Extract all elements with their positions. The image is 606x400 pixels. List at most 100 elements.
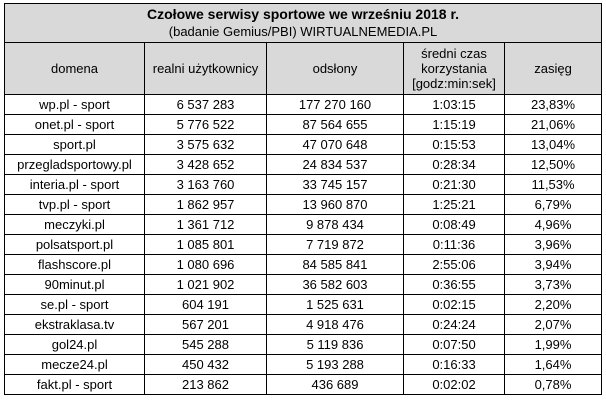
cell-time: 0:28:34 (403, 154, 505, 175)
cell-domain: se.pl - sport (4, 294, 145, 315)
column-header-time-line1: średni czas (421, 46, 487, 61)
cell-time: 1:03:15 (403, 94, 505, 115)
cell-time: 1:15:19 (403, 114, 505, 135)
cell-domain: interia.pl - sport (4, 174, 145, 195)
title-row: Czołowe serwisy sportowe we wrześniu 201… (3, 3, 603, 43)
cell-domain: 90minut.pl (4, 274, 145, 295)
table-row: onet.pl - sport 5 776 522 87 564 655 1:1… (4, 114, 603, 135)
cell-users: 3 428 652 (144, 154, 267, 175)
column-header-time-line2: korzystania (421, 61, 487, 76)
table-subtitle: (badanie Gemius/PBI) WIRTUALNEMEDIA.PL (168, 24, 438, 39)
cell-domain: sport.pl (4, 134, 145, 155)
report-table-container: Czołowe serwisy sportowe we wrześniu 201… (3, 3, 603, 395)
cell-domain: meczyki.pl (4, 214, 145, 235)
cell-views: 177 270 160 (266, 94, 404, 115)
column-header-row: domena realni użytkownicy odsłony średni… (4, 42, 603, 95)
table-title: Czołowe serwisy sportowe we wrześniu 201… (147, 6, 460, 22)
cell-domain: tvp.pl - sport (4, 194, 145, 215)
table-row: przegladsportowy.pl 3 428 652 24 834 537… (4, 154, 603, 175)
cell-domain: fakt.pl - sport (4, 374, 145, 395)
cell-users: 545 288 (144, 334, 267, 355)
cell-time: 0:07:50 (403, 334, 505, 355)
sports-sites-table: Czołowe serwisy sportowe we wrześniu 201… (3, 3, 603, 395)
cell-reach: 1,64% (503, 354, 603, 375)
cell-users: 6 537 283 (144, 94, 267, 115)
table-row: interia.pl - sport 3 163 760 33 745 157 … (4, 174, 603, 195)
cell-domain: ekstraklasa.tv (4, 314, 145, 335)
cell-views: 36 582 603 (266, 274, 404, 295)
table-row: meczyki.pl 1 361 712 9 878 434 0:08:49 4… (4, 214, 603, 235)
cell-views: 436 689 (266, 374, 404, 395)
cell-views: 84 585 841 (266, 254, 404, 275)
cell-users: 604 191 (144, 294, 267, 315)
column-header-views: odsłony (266, 42, 404, 95)
table-row: wp.pl - sport 6 537 283 177 270 160 1:03… (4, 94, 603, 115)
cell-domain: polsatsport.pl (4, 234, 145, 255)
table-row: se.pl - sport 604 191 1 525 631 0:02:15 … (4, 294, 603, 315)
cell-time: 0:15:53 (403, 134, 505, 155)
cell-views: 33 745 157 (266, 174, 404, 195)
cell-reach: 12,50% (503, 154, 603, 175)
cell-users: 1 361 712 (144, 214, 267, 235)
cell-reach: 23,83% (503, 94, 603, 115)
column-header-domain: domena (4, 42, 145, 95)
cell-users: 567 201 (144, 314, 267, 335)
cell-users: 5 776 522 (144, 114, 267, 135)
cell-reach: 0,78% (503, 374, 603, 395)
table-row: ekstraklasa.tv 567 201 4 918 476 0:24:24… (4, 314, 603, 335)
cell-views: 9 878 434 (266, 214, 404, 235)
cell-views: 5 193 288 (266, 354, 404, 375)
cell-time: 0:36:55 (403, 274, 505, 295)
cell-users: 1 080 696 (144, 254, 267, 275)
cell-domain: wp.pl - sport (4, 94, 145, 115)
column-header-time-line3: [godz:min:sek] (412, 76, 496, 91)
cell-reach: 3,94% (503, 254, 603, 275)
cell-users: 1 085 801 (144, 234, 267, 255)
cell-reach: 3,73% (503, 274, 603, 295)
cell-views: 5 119 836 (266, 334, 404, 355)
cell-time: 2:55:06 (403, 254, 505, 275)
cell-reach: 2,20% (503, 294, 603, 315)
cell-reach: 11,53% (503, 174, 603, 195)
table-row: gol24.pl 545 288 5 119 836 0:07:50 1,99% (4, 334, 603, 355)
table-row: tvp.pl - sport 1 862 957 13 960 870 1:25… (4, 194, 603, 215)
cell-domain: onet.pl - sport (4, 114, 145, 135)
cell-time: 0:02:02 (403, 374, 505, 395)
cell-time: 0:11:36 (403, 234, 505, 255)
cell-reach: 4,96% (503, 214, 603, 235)
column-header-reach: zasięg (503, 42, 603, 95)
table-row: sport.pl 3 575 632 47 070 648 0:15:53 13… (4, 134, 603, 155)
cell-views: 13 960 870 (266, 194, 404, 215)
column-header-users: realni użytkownicy (144, 42, 267, 95)
table-row: polsatsport.pl 1 085 801 7 719 872 0:11:… (4, 234, 603, 255)
cell-reach: 21,06% (503, 114, 603, 135)
cell-views: 1 525 631 (266, 294, 404, 315)
cell-time: 0:02:15 (403, 294, 505, 315)
cell-users: 213 862 (144, 374, 267, 395)
table-row: fakt.pl - sport 213 862 436 689 0:02:02 … (4, 374, 603, 395)
cell-reach: 1,99% (503, 334, 603, 355)
cell-domain: flashscore.pl (4, 254, 145, 275)
cell-reach: 2,07% (503, 314, 603, 335)
cell-time: 0:08:49 (403, 214, 505, 235)
column-header-time: średni czas korzystania [godz:min:sek] (403, 42, 505, 95)
table-row: mecze24.pl 450 432 5 193 288 0:16:33 1,6… (4, 354, 603, 375)
cell-views: 4 918 476 (266, 314, 404, 335)
cell-time: 0:16:33 (403, 354, 505, 375)
cell-users: 1 021 902 (144, 274, 267, 295)
cell-users: 1 862 957 (144, 194, 267, 215)
table-title-cell: Czołowe serwisy sportowe we wrześniu 201… (3, 3, 603, 43)
table-row: flashscore.pl 1 080 696 84 585 841 2:55:… (4, 254, 603, 275)
cell-domain: mecze24.pl (4, 354, 145, 375)
cell-users: 3 575 632 (144, 134, 267, 155)
cell-reach: 3,96% (503, 234, 603, 255)
cell-views: 47 070 648 (266, 134, 404, 155)
cell-views: 87 564 655 (266, 114, 404, 135)
cell-reach: 6,79% (503, 194, 603, 215)
cell-users: 450 432 (144, 354, 267, 375)
cell-time: 0:21:30 (403, 174, 505, 195)
cell-time: 0:24:24 (403, 314, 505, 335)
cell-views: 24 834 537 (266, 154, 404, 175)
cell-reach: 13,04% (503, 134, 603, 155)
cell-users: 3 163 760 (144, 174, 267, 195)
